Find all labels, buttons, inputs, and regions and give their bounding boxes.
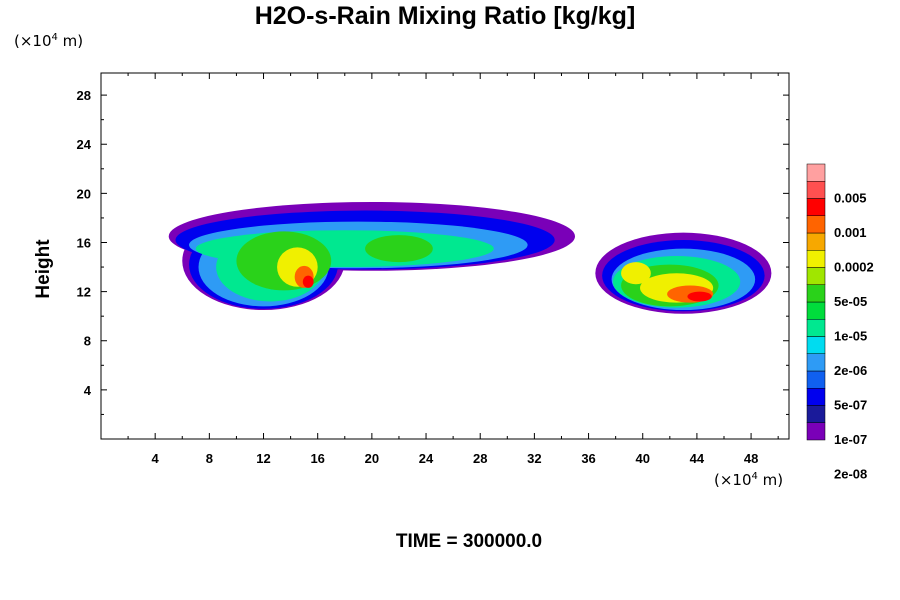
colorbar-label: 1e-05 [834,329,867,344]
x-tick-label: 20 [365,451,379,466]
colorbar-swatch [806,301,826,320]
x-tick-label: 16 [310,451,324,466]
y-tick-label: 20 [77,186,91,201]
colorbar-label: 2e-06 [834,363,867,378]
colorbar-swatch [806,181,826,199]
y-tick-label: 24 [77,137,92,152]
colorbar-label: 0.0002 [834,260,874,275]
x-tick-label: 4 [152,451,160,466]
x-tick-label: 48 [744,451,758,466]
x-tick-label: 32 [527,451,541,466]
y-tick-label: 4 [84,383,92,398]
mixing-ratio-region [365,235,433,263]
colorbar-label: 5e-05 [834,294,867,309]
y-tick-label: 16 [77,235,91,250]
x-tick-label: 28 [473,451,487,466]
colorbar-swatch [806,353,826,372]
plot-fill-layer [168,201,772,314]
colorbar-swatch [806,388,826,406]
y-tick-label: 8 [84,334,91,349]
colorbar: 0.005 0.001 0.0002 5e-05 1e-05 2e-06 5e-07 1e-0… [806,163,874,482]
mixing-ratio-region [302,275,314,288]
colorbar-swatch [806,267,826,285]
colorbar-swatch [806,422,826,441]
colorbar-swatch [806,405,826,423]
y-tick-label: 12 [77,285,91,300]
colorbar-label: 5e-07 [834,398,867,413]
x-tick-label: 44 [690,451,705,466]
colorbar-swatch [806,250,826,268]
colorbar-swatch [806,198,826,216]
mixing-ratio-region [687,291,712,302]
chart-title: H2O-s-Rain Mixing Ratio [kg/kg] [254,2,636,30]
y-tick-label: 28 [77,88,91,103]
x-tick-label: 12 [256,451,270,466]
time-label: TIME = 300000.0 [395,531,543,552]
colorbar-swatch [806,370,826,389]
colorbar-swatch [806,336,826,354]
mixing-ratio-region [621,262,651,285]
colorbar-swatch [806,163,826,182]
colorbar-label: 0.001 [834,225,867,240]
plot-frame [100,72,790,440]
x-tick-label: 24 [419,451,434,466]
colorbar-swatch [806,215,826,234]
colorbar-swatch [806,232,826,251]
colorbar-swatch [806,284,826,303]
colorbar-swatch [806,319,826,337]
y-axis-unit: (×104 m) [14,32,84,50]
colorbar-label: 2e-08 [834,467,867,482]
x-tick-label: 36 [581,451,595,466]
x-tick-label: 8 [206,451,213,466]
x-axis-unit: (×104 m) [714,471,784,489]
colorbar-label: 1e-07 [834,432,867,447]
x-tick-label: 40 [635,451,649,466]
colorbar-label: 0.005 [834,191,867,206]
